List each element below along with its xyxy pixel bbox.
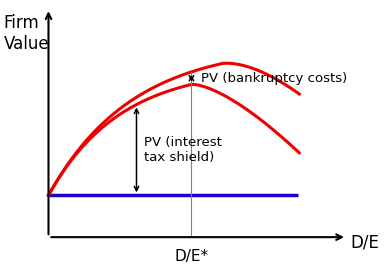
Text: PV (bankruptcy costs): PV (bankruptcy costs) bbox=[201, 72, 347, 85]
Text: PV (interest
tax shield): PV (interest tax shield) bbox=[144, 136, 222, 164]
Text: D/E: D/E bbox=[351, 234, 379, 252]
Text: D/E*: D/E* bbox=[174, 249, 209, 264]
Text: Firm
Value: Firm Value bbox=[4, 14, 50, 53]
